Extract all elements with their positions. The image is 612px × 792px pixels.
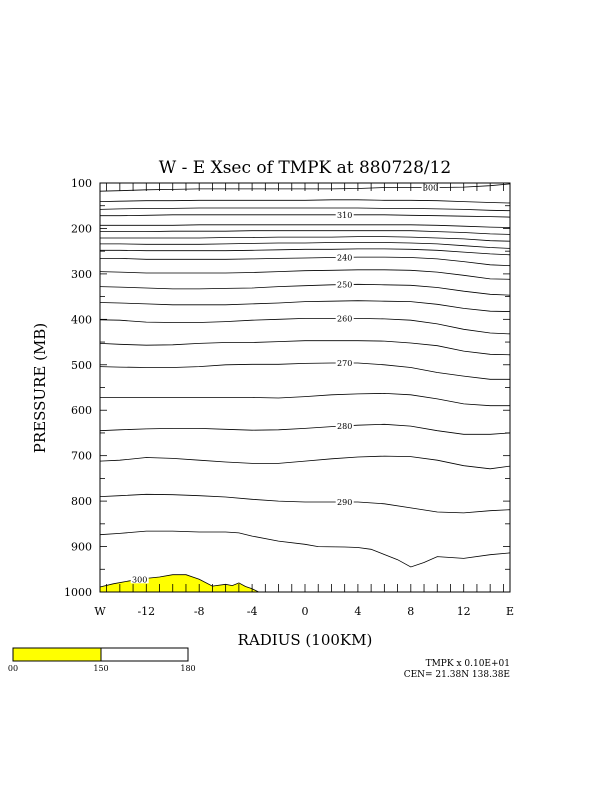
y-tick-label: 600 — [71, 404, 92, 417]
minor-tick-layer — [100, 182, 510, 593]
contour-label: 300 — [132, 575, 147, 584]
x-tick-label: -12 — [137, 605, 155, 618]
contour-line-200 — [99, 283, 511, 296]
contour-label-bg — [335, 210, 354, 219]
x-axis-label: RADIUS (100KM) — [238, 631, 373, 649]
x-tick-label: 4 — [354, 605, 361, 618]
contour-line-120 — [100, 214, 511, 218]
contour-line-150 — [100, 236, 511, 242]
shaded-warm-region — [100, 574, 259, 592]
y-tick-label: 200 — [71, 222, 92, 235]
contour-line-110 — [99, 207, 511, 212]
legend-swatch-shaded — [12, 647, 102, 662]
y-tick-label: 800 — [71, 495, 92, 508]
contour-line-170 — [100, 248, 511, 256]
legend-label-mid: 150 — [93, 664, 108, 673]
contour-label: 240 — [337, 253, 352, 262]
y-tick-label: 400 — [71, 313, 92, 326]
contour-label: 250 — [337, 281, 352, 290]
contour-line-240 — [99, 362, 510, 380]
contour-label: 300 — [423, 184, 438, 193]
contour-label-bg — [335, 359, 354, 367]
contour-label: 290 — [337, 498, 352, 507]
contour-line-230 — [99, 340, 511, 356]
y-tick-labels: 100 200 300 400 500 600 700 800 900 1000 — [64, 177, 92, 599]
contour-line-250 — [100, 392, 510, 407]
y-axis-label: PRESSURE (MB) — [31, 323, 49, 453]
contour-line-140 — [100, 230, 511, 235]
y-tick-label: 300 — [71, 268, 92, 281]
x-tick-label: 12 — [457, 605, 471, 618]
contour-label: 310 — [337, 211, 352, 220]
contour-layer: 300 290 280 270 260 250 240 310 300 — [99, 183, 511, 593]
x-tick-label: W — [94, 605, 106, 618]
y-tick-label: 700 — [71, 450, 92, 463]
contour-line-160 — [100, 242, 511, 249]
x-tick-label: -8 — [194, 605, 205, 618]
y-tick-label: 100 — [71, 177, 92, 190]
shaded-region-layer — [100, 574, 259, 592]
contour-label-bg — [335, 421, 354, 430]
y-tick-label: 500 — [71, 359, 92, 372]
legend-swatch-blank — [100, 647, 189, 662]
contour-label-bg — [130, 575, 149, 584]
x-tick-label: 8 — [407, 605, 414, 618]
shade-legend-bar: 00 150 180 — [8, 647, 196, 673]
legend-label-max: 180 — [180, 664, 195, 673]
contour-line-130 — [100, 224, 511, 228]
legend-label-min: 00 — [8, 664, 18, 673]
contour-line-190 — [99, 269, 511, 280]
scale-info: TMPK x 0.10E+01 — [426, 659, 510, 669]
contour-line-210 — [99, 300, 511, 312]
contour-label-bg — [335, 280, 354, 289]
x-tick-label: E — [506, 605, 514, 618]
contour-line-290 — [99, 530, 511, 568]
contour-line-260 — [99, 423, 511, 435]
y-tick-label: 900 — [71, 541, 92, 554]
contour-line-220 — [99, 318, 511, 335]
x-tick-label: -4 — [247, 605, 258, 618]
contour-label: 260 — [337, 314, 352, 323]
y-tick-label: 1000 — [64, 586, 92, 599]
x-tick-label: 0 — [302, 605, 309, 618]
contour-label-bg — [335, 498, 354, 506]
contour-label-bg — [335, 314, 354, 323]
center-info: CEN= 21.38N 138.38E — [404, 670, 510, 680]
x-tick-labels: W -12 -8 -4 0 4 8 12 E — [94, 605, 514, 618]
contour-line-180 — [100, 256, 511, 267]
contour-line-280 — [99, 493, 511, 514]
contour-line-270 — [99, 455, 511, 470]
contour-label-bg — [335, 253, 354, 262]
chart-title: W - E Xsec of TMPK at 880728/12 — [159, 158, 452, 178]
contour-label-bg — [421, 183, 440, 192]
contour-label: 270 — [337, 359, 352, 368]
contour-line-100 — [99, 199, 511, 204]
contour-label: 280 — [337, 422, 352, 431]
